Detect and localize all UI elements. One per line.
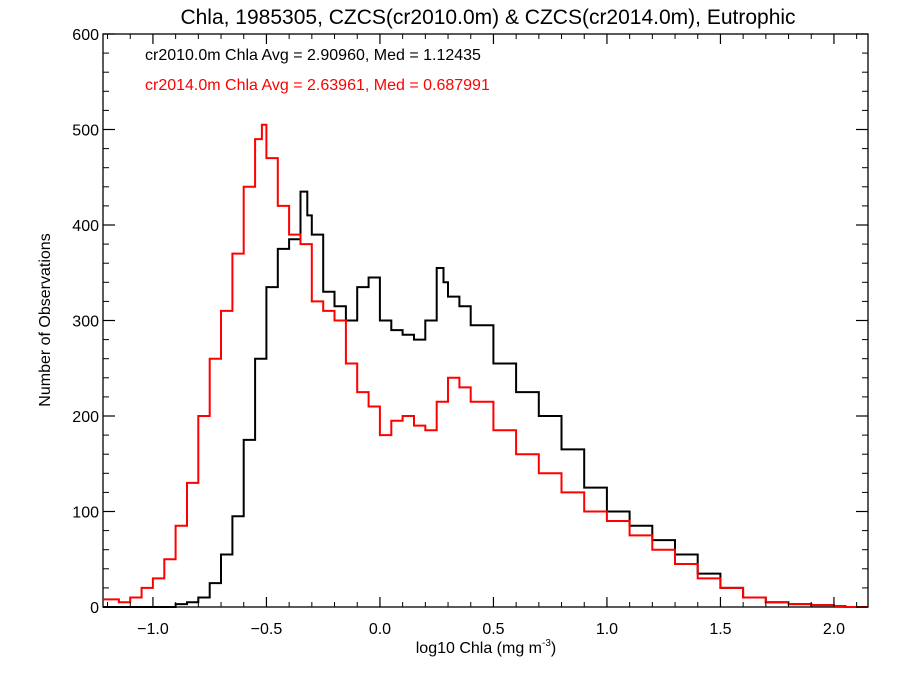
y-tick-label: 100: [72, 505, 99, 522]
chart-title: Chla, 1985305, CZCS(cr2010.0m) & CZCS(cr…: [180, 6, 795, 29]
series-layer: [103, 123, 868, 608]
y-tick-label: 600: [72, 27, 99, 44]
x-tick-label: −1.0: [137, 621, 169, 638]
x-tick-label: 2.0: [823, 621, 845, 638]
stats-annotation-cr2010: cr2010.0m Chla Avg = 2.90960, Med = 1.12…: [145, 47, 481, 64]
x-axis-label: log10 Chla (mg m-3): [416, 638, 557, 657]
x-axis-label-sup: -3: [542, 638, 551, 649]
y-tick-label: 400: [72, 218, 99, 235]
y-tick-label: 200: [72, 409, 99, 426]
axis-ticks: −1.0 −0.5 0.0 0.5 1.0 1.5 2.0 0 100 200 300 400 500 6…: [72, 27, 868, 638]
y-tick-label: 0: [90, 600, 99, 617]
x-tick-label: 0.0: [369, 621, 391, 638]
x-tick-label: −0.5: [251, 621, 283, 638]
x-axis-label-close: ): [551, 640, 556, 657]
y-tick-label: 300: [72, 314, 99, 331]
y-tick-label: 500: [72, 123, 99, 140]
series-line-0: [103, 190, 868, 608]
plot-frame: [102, 33, 869, 608]
series-line-1: [103, 123, 868, 608]
x-axis-label-main: log10 Chla (mg m: [416, 640, 542, 657]
y-axis-label: Number of Observations: [37, 233, 54, 406]
x-tick-label: 1.5: [709, 621, 731, 638]
x-tick-label: 0.5: [482, 621, 504, 638]
stats-annotation-cr2014: cr2014.0m Chla Avg = 2.63961, Med = 0.68…: [145, 77, 490, 94]
x-tick-label: 1.0: [596, 621, 618, 638]
